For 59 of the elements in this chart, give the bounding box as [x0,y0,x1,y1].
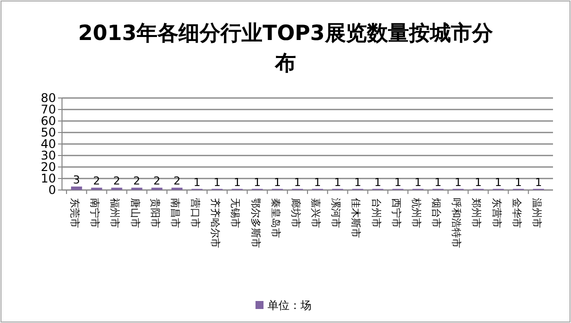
data-label: 1 [374,176,382,189]
data-label: 1 [414,176,422,189]
x-tick-label: 廊坊市 [289,198,302,228]
data-label: 1 [294,176,301,189]
data-label: 2 [173,174,180,188]
x-tick-label: 南宁市 [88,198,101,228]
y-tick-label: 30 [40,148,56,163]
data-label: 1 [314,176,322,189]
x-tick-label: 秦皇岛市 [269,198,282,238]
data-label: 1 [474,176,482,189]
data-label: 1 [434,176,442,189]
data-label: 1 [354,176,362,189]
data-label: 1 [394,176,402,189]
data-label: 1 [534,176,542,189]
x-tick-label: 郑州市 [470,198,482,228]
data-label: 3 [73,174,80,187]
y-tick-label: 40 [40,137,56,152]
x-tick-label: 西宁市 [390,198,402,228]
x-tick-label: 金华市 [510,198,522,228]
x-tick-label: 南昌市 [168,198,181,228]
data-label: 1 [494,176,502,189]
data-label: 2 [133,174,140,188]
data-label: 1 [254,176,261,189]
data-label: 1 [334,176,342,189]
x-tick-label: 佳木斯市 [350,198,362,238]
y-tick-label: 50 [40,126,56,140]
data-label: 1 [454,176,462,189]
y-tick-label: 20 [40,160,56,174]
x-tick-label: 杭州市 [410,197,422,228]
x-tick-label: 齐齐哈尔市 [209,198,222,248]
data-label: 1 [214,176,221,189]
x-tick-label: 嘉兴市 [310,198,322,228]
x-tick-label: 烟台市 [430,198,442,228]
x-tick-label: 台州市 [370,198,382,228]
y-tick-label: 10 [40,172,56,186]
y-tick-label: 0 [48,183,56,198]
x-tick-label: 鄂尔多斯市 [249,198,262,248]
x-tick-label: 贵阳市 [148,198,161,228]
y-tick-label: 80 [40,91,56,106]
x-tick-label: 无锡市 [229,198,242,228]
x-tick-label: 唐山市 [128,198,141,228]
y-tick-label: 70 [40,102,56,117]
x-tick-label: 东营市 [490,198,502,228]
data-label: 1 [234,176,241,189]
x-tick-label: 温州市 [530,198,542,228]
chart-title: 2013年各细分行业TOP3展览数量按城市分布 [78,21,494,75]
x-tick-label: 福州市 [108,198,121,228]
data-label: 1 [274,176,281,189]
data-label: 2 [153,174,160,188]
x-tick-label: 呼和浩特市 [450,198,462,248]
data-label: 2 [93,174,100,188]
y-tick-label: 60 [40,114,56,128]
data-label: 2 [113,174,120,188]
legend-label: 单位：场 [268,299,312,312]
x-tick-label: 营口市 [189,198,202,228]
data-label: 1 [514,176,522,189]
x-tick-label: 东莞市 [68,198,81,228]
x-tick-label: 漯河市 [330,198,342,228]
data-label: 1 [194,176,201,189]
